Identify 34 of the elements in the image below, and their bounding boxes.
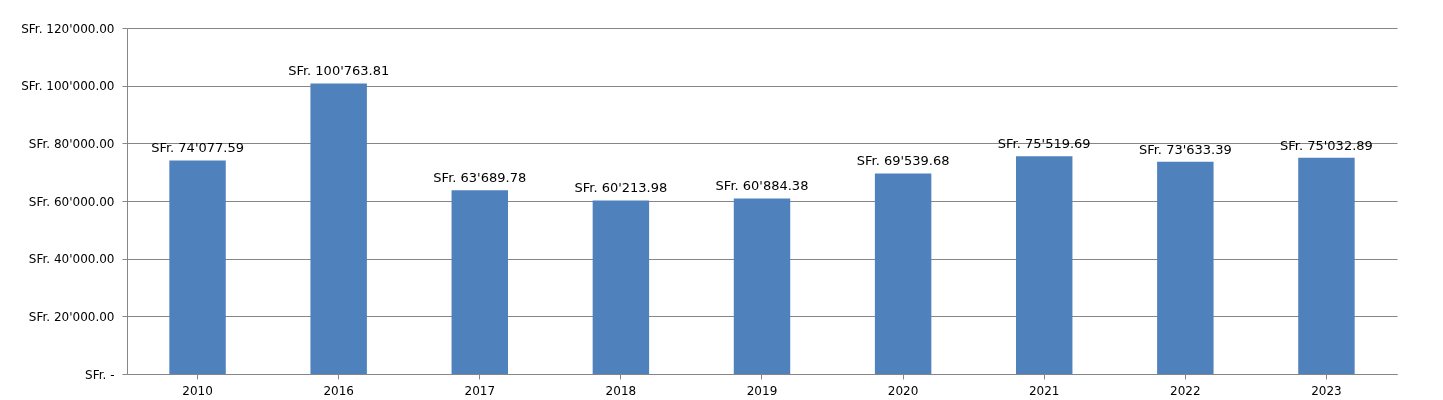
bar <box>310 83 367 374</box>
y-tick-label: SFr. 60'000.00 <box>28 194 115 209</box>
x-tick-label: 2016 <box>323 383 354 398</box>
data-label: SFr. 74'077.59 <box>151 140 244 156</box>
data-label: SFr. 60'884.38 <box>715 178 809 194</box>
y-tick-label: SFr. 100'000.00 <box>21 79 115 94</box>
x-tick-label: 2019 <box>746 383 778 398</box>
bar <box>1298 157 1355 374</box>
y-tick-label: SFr. 40'000.00 <box>28 252 115 267</box>
bar <box>874 173 932 374</box>
bar <box>733 198 791 374</box>
x-tick-label: 2022 <box>1170 383 1201 398</box>
x-tick-label: 2021 <box>1028 383 1060 398</box>
data-label: SFr. 75'519.69 <box>997 136 1091 152</box>
bar <box>169 160 226 374</box>
y-tick-label: SFr. 80'000.00 <box>28 136 115 151</box>
bar <box>592 200 650 374</box>
data-label: SFr. 75'032.89 <box>1280 137 1373 153</box>
bar <box>1016 156 1073 374</box>
bar <box>1157 161 1214 374</box>
data-label: SFr. 73'633.39 <box>1138 141 1232 157</box>
data-label: SFr. 69'539.68 <box>856 153 950 169</box>
x-tick-label: 2017 <box>464 383 496 398</box>
y-tick-label: SFr. 120'000.00 <box>21 21 115 36</box>
bar <box>451 190 508 374</box>
y-tick-label: SFr. - <box>85 367 115 382</box>
data-label: SFr. 63'689.78 <box>433 170 527 186</box>
x-tick-label: 2010 <box>182 383 213 398</box>
x-tick-label: 2023 <box>1311 383 1342 398</box>
y-tick-label: SFr. 20'000.00 <box>28 309 115 324</box>
x-tick-label: 2018 <box>605 383 637 398</box>
data-label: SFr. 100'763.81 <box>288 63 390 79</box>
x-tick-label: 2020 <box>887 383 919 398</box>
data-label: SFr. 60'213.98 <box>574 180 668 196</box>
